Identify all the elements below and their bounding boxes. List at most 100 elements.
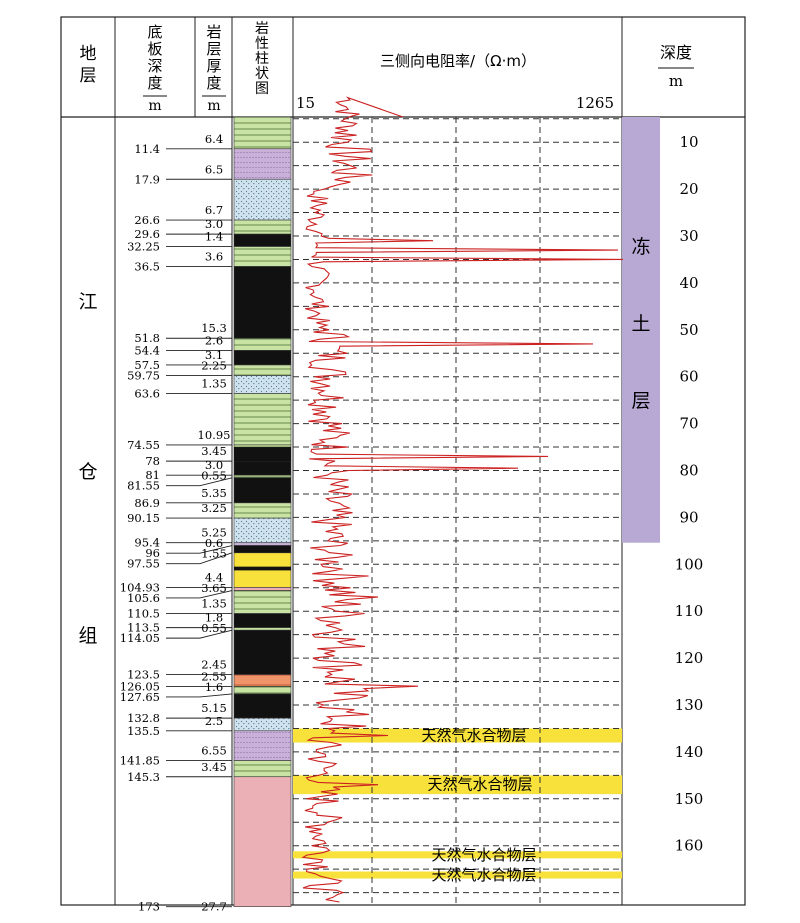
thickness-label: 3.45 bbox=[201, 760, 227, 774]
floor-depth-label: 110.5 bbox=[127, 607, 160, 621]
thickness-label: 6.55 bbox=[201, 744, 227, 758]
lithology-layer bbox=[233, 686, 292, 695]
floor-depth-label: 11.4 bbox=[134, 142, 160, 156]
hydrate-layer-label: 天然气水合物层 bbox=[427, 776, 532, 794]
permafrost-label-char: 冻 bbox=[631, 236, 650, 258]
floor-depth-label: 74.55 bbox=[127, 438, 160, 452]
lithology-layer bbox=[233, 717, 292, 732]
permafrost-band bbox=[622, 117, 660, 543]
resistivity-max-label: 1265 bbox=[576, 94, 614, 112]
floor-depth-label: 81 bbox=[145, 468, 160, 482]
depth-tick-label: 130 bbox=[675, 696, 704, 714]
lithology-layer bbox=[233, 364, 292, 376]
lithology-layer bbox=[233, 233, 292, 247]
header-floor-depth: 底 bbox=[147, 23, 162, 41]
floor-depth-label: 132.8 bbox=[127, 711, 160, 725]
coal-seam bbox=[234, 447, 291, 462]
thickness-label: 1.6 bbox=[205, 680, 223, 694]
floor-depth-label: 97.55 bbox=[127, 557, 160, 571]
floor-depth-label: 127.65 bbox=[120, 690, 160, 704]
thickness-label: 3.45 bbox=[201, 444, 227, 458]
header-resistivity-title: 三侧向电阻率/（Ω·m） bbox=[380, 52, 536, 70]
thickness-label: 6.5 bbox=[205, 162, 223, 176]
floor-depth-label: 57.5 bbox=[134, 358, 160, 372]
header-floor-depth: 深 bbox=[147, 57, 162, 75]
coal-seam bbox=[234, 566, 291, 571]
depth-tick-label: 20 bbox=[679, 180, 698, 198]
depth-leader bbox=[166, 545, 233, 554]
header-thickness: 厚 bbox=[206, 57, 221, 75]
formation-name-char: 组 bbox=[78, 625, 97, 647]
lithology-layer bbox=[233, 760, 292, 778]
thickness-label: 1.35 bbox=[201, 377, 227, 391]
lithology-layer bbox=[233, 674, 292, 687]
lithology-layer bbox=[233, 542, 292, 546]
lithology-layer bbox=[233, 517, 292, 544]
thickness-label: 4.4 bbox=[205, 570, 223, 584]
thickness-label: 3.0 bbox=[205, 217, 223, 231]
depth-tick-label: 90 bbox=[679, 508, 698, 526]
depth-tick-label: 120 bbox=[675, 649, 704, 667]
thickness-label: 2.6 bbox=[205, 333, 223, 347]
thickness-label: 1.8 bbox=[205, 611, 223, 625]
header-lithology: 状 bbox=[255, 66, 269, 82]
thickness-label: 6.4 bbox=[205, 132, 223, 146]
depth-leader-lines bbox=[166, 148, 233, 908]
header-thickness: 岩 bbox=[206, 23, 221, 41]
lithology-layer bbox=[233, 148, 292, 180]
depth-tick-label: 70 bbox=[679, 415, 698, 433]
permafrost-label-char: 层 bbox=[631, 390, 650, 412]
lithology-layer bbox=[233, 219, 292, 235]
floor-depth-label: 95.4 bbox=[134, 536, 160, 550]
floor-depth-label: 32.25 bbox=[127, 240, 160, 254]
resistivity-min-label: 15 bbox=[296, 94, 315, 112]
thickness-label: 6.7 bbox=[205, 203, 223, 217]
hydrate-band bbox=[293, 871, 622, 879]
depth-leader bbox=[166, 477, 233, 487]
header-stratum: 层 bbox=[80, 66, 97, 86]
depth-tick-label: 40 bbox=[679, 274, 698, 292]
floor-depth-label: 26.6 bbox=[134, 213, 160, 227]
thickness-label: 27.7 bbox=[201, 900, 227, 914]
depth-tick-label: 150 bbox=[675, 790, 704, 808]
thickness-label: 3.65 bbox=[201, 581, 227, 595]
thickness-label: 3.6 bbox=[205, 249, 223, 263]
floor-depth-label: 141.85 bbox=[120, 754, 160, 768]
lithology-layer bbox=[233, 477, 292, 504]
depth-tick-label: 110 bbox=[675, 602, 704, 620]
depth-tick-label: 160 bbox=[675, 837, 704, 855]
floor-depth-label: 29.6 bbox=[134, 227, 160, 241]
floor-depth-label: 81.55 bbox=[127, 479, 160, 493]
floor-depth-label: 135.5 bbox=[127, 724, 160, 738]
lithology-layer bbox=[233, 474, 292, 479]
thickness-label: 2.45 bbox=[201, 658, 227, 672]
floor-depth-label: 86.9 bbox=[134, 496, 160, 510]
permafrost-label-char: 土 bbox=[631, 313, 650, 335]
floor-depth-label: 114.05 bbox=[120, 631, 160, 645]
header-floor-depth: 板 bbox=[147, 40, 162, 58]
header-thickness-unit: m bbox=[207, 98, 220, 114]
header-lithology: 性 bbox=[255, 36, 269, 52]
thickness-label: 5.15 bbox=[201, 701, 227, 715]
depth-leader bbox=[166, 693, 233, 698]
header-thickness: 度 bbox=[206, 74, 221, 92]
thickness-label: 1.35 bbox=[201, 597, 227, 611]
lithology-layer bbox=[233, 337, 292, 351]
lithology-layer bbox=[233, 502, 292, 519]
floor-depth-label: 126.05 bbox=[120, 679, 160, 693]
lithology-layer bbox=[233, 776, 292, 907]
header-lithology: 图 bbox=[255, 81, 269, 97]
thickness-label: 2.25 bbox=[201, 359, 227, 373]
thickness-label: 3.25 bbox=[201, 501, 227, 515]
formation-name-char: 仓 bbox=[78, 461, 97, 483]
lithology-layer bbox=[233, 545, 292, 554]
thickness-label: 1.4 bbox=[205, 230, 223, 244]
depth-leader bbox=[166, 590, 233, 599]
depth-tick-label: 100 bbox=[675, 555, 704, 573]
floor-depth-label: 51.8 bbox=[134, 331, 160, 345]
floor-depth-label: 105.6 bbox=[127, 591, 160, 605]
depth-tick-label: 80 bbox=[679, 462, 698, 480]
lithology-layer bbox=[233, 393, 292, 446]
header-lithology: 柱 bbox=[255, 51, 269, 67]
